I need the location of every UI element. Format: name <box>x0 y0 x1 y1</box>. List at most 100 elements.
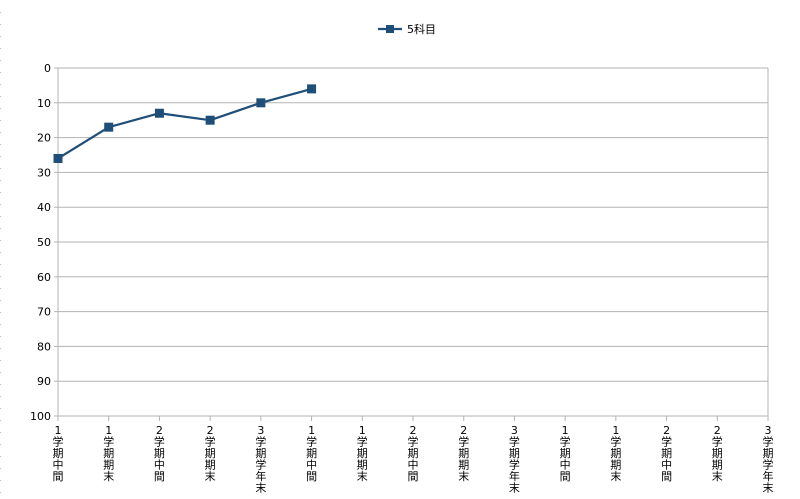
data-point <box>307 84 317 94</box>
x-tick-label: 期 <box>306 447 317 460</box>
x-tick-label: 学 <box>357 435 368 449</box>
edge-dot <box>0 192 1 193</box>
edge-dot <box>0 348 1 349</box>
x-tick-label: 学 <box>661 435 672 449</box>
x-tick-label: 間 <box>408 470 419 483</box>
edge-dot <box>0 360 1 361</box>
x-tick-label: 2 <box>156 424 163 437</box>
x-tick-label: 末 <box>712 469 723 483</box>
edge-dot <box>0 312 1 313</box>
x-tick-label: 間 <box>53 470 64 483</box>
edge-dot <box>0 276 1 277</box>
x-tick-label: 学 <box>610 435 621 449</box>
y-tick-label: 60 <box>37 271 51 284</box>
edge-dot <box>0 240 1 241</box>
edge-dot <box>0 420 1 421</box>
x-tick-label: 1 <box>359 424 366 437</box>
y-tick-label: 50 <box>37 236 51 249</box>
edge-dot <box>0 492 1 493</box>
x-tick-label: 期 <box>255 447 266 460</box>
x-tick-label: 中 <box>53 459 64 472</box>
x-tick-label: 年 <box>255 469 266 483</box>
x-tick-label: 中 <box>154 459 165 472</box>
y-tick-label: 0 <box>44 62 51 75</box>
x-tick-label: 1 <box>105 424 112 437</box>
edge-dot <box>0 144 1 145</box>
x-tick-label: 期 <box>509 447 520 460</box>
x-tick-label: 学 <box>712 435 723 449</box>
data-point <box>205 115 215 125</box>
edge-dot <box>0 228 1 229</box>
edge-dot <box>0 120 1 121</box>
y-tick-label: 100 <box>30 410 51 423</box>
edge-dot <box>0 204 1 205</box>
x-tick-label: 学 <box>53 435 64 449</box>
x-tick-label: 期 <box>154 447 165 460</box>
edge-dot <box>0 72 1 73</box>
data-point <box>154 108 164 118</box>
x-tick-label: 1 <box>55 424 62 437</box>
data-point <box>53 153 63 163</box>
x-tick-label: 学 <box>154 435 165 449</box>
data-point <box>104 122 114 132</box>
edge-dot <box>0 180 1 181</box>
y-tick-label: 80 <box>37 340 51 353</box>
x-tick-label: 期 <box>560 447 571 460</box>
x-tick-label: 学 <box>509 435 520 449</box>
x-tick-label: 2 <box>207 424 214 437</box>
x-tick-label: 1 <box>612 424 619 437</box>
edge-dot <box>0 252 1 253</box>
edge-dot <box>0 168 1 169</box>
edge-dot <box>0 324 1 325</box>
edge-dot <box>0 480 1 481</box>
edge-dot <box>0 48 1 49</box>
x-tick-label: 期 <box>357 447 368 460</box>
edge-dot <box>0 288 1 289</box>
x-tick-label: 中 <box>661 459 672 472</box>
x-tick-label: 末 <box>103 469 114 483</box>
x-tick-label: 末 <box>509 481 520 495</box>
edge-dot <box>0 456 1 457</box>
edge-dot <box>0 24 1 25</box>
x-tick-label: 学 <box>408 435 419 449</box>
y-tick-label: 70 <box>37 306 51 319</box>
x-tick-label: 末 <box>458 469 469 483</box>
x-tick-label: 末 <box>610 469 621 483</box>
y-tick-label: 20 <box>37 132 51 145</box>
x-tick-label: 学 <box>509 458 520 472</box>
x-tick-label: 2 <box>410 424 417 437</box>
series-line <box>57 87 312 160</box>
edge-dot <box>0 132 1 133</box>
x-tick-label: 1 <box>308 424 315 437</box>
legend-marker <box>386 25 394 33</box>
x-tick-label: 学 <box>255 458 266 472</box>
x-tick-label: 中 <box>306 459 317 472</box>
y-tick-label: 40 <box>37 201 51 214</box>
x-tick-label: 期 <box>205 459 216 472</box>
edge-dot <box>0 264 1 265</box>
edge-dot <box>0 84 1 85</box>
edge-dot <box>0 468 1 469</box>
x-tick-label: 学 <box>458 435 469 449</box>
y-tick-label: 10 <box>37 97 51 110</box>
x-tick-label: 1 <box>562 424 569 437</box>
x-tick-label: 間 <box>154 470 165 483</box>
x-tick-label: 期 <box>763 447 774 460</box>
x-tick-label: 3 <box>511 424 518 437</box>
x-tick-label: 2 <box>663 424 670 437</box>
x-tick-label: 期 <box>408 447 419 460</box>
edge-dot <box>0 408 1 409</box>
x-tick-label: 間 <box>560 470 571 483</box>
edge-dot <box>0 432 1 433</box>
edge-dot <box>0 336 1 337</box>
x-tick-label: 学 <box>255 435 266 449</box>
edge-dot <box>0 36 1 37</box>
x-tick-label: 期 <box>610 459 621 472</box>
edge-dot <box>0 384 1 385</box>
x-tick-label: 末 <box>763 481 774 495</box>
edge-dot <box>0 12 1 13</box>
y-tick-label: 90 <box>37 375 51 388</box>
x-tick-label: 期 <box>610 447 621 460</box>
